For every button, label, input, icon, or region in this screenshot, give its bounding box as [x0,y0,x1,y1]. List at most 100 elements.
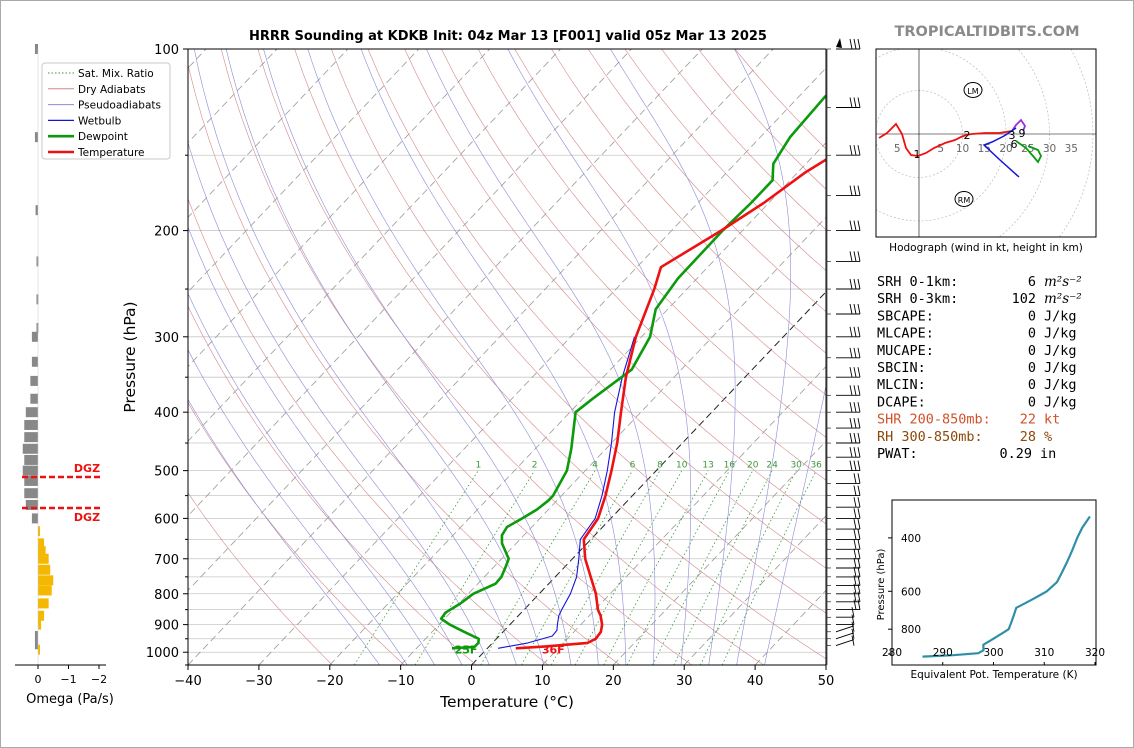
dry-adiabat-line [587,49,826,313]
temperature-profile-line [515,158,826,650]
omega-bar [24,475,38,486]
isotherm-line [329,142,826,665]
pressure-tick-label: 700 [154,553,179,568]
omega-bar [34,44,38,54]
temperature-tick-label: 10 [534,674,551,689]
theta-e-frame [891,499,1097,666]
left-mover-marker [963,82,983,98]
hodograph-ring-label: 15 [978,143,991,155]
legend-label: Sat. Mix. Ratio [78,68,154,80]
legend-label: Pseudoadiabats [78,100,161,112]
wind-barb [836,485,861,497]
theta-e-y-axis-title: Pressure (hPa) [876,549,887,621]
index-label: SBCIN: [877,360,926,376]
theta-e-x-tick-label: 300 [983,647,1003,659]
skewt-plot-area: 1 2 4 6 8 10 13 16 20 24 30 36 [188,49,826,665]
dry-adiabat-line [188,492,333,665]
barb-flag [853,497,857,508]
barb-pennant [836,38,842,48]
hodograph-height-label: 9 [1019,127,1026,140]
dry-adiabat-line [367,49,826,569]
barb-flag [849,38,853,50]
legend-label: Dewpoint [78,131,128,143]
mixing-ratio-label: 16 [724,461,736,471]
index-label: MUCAPE: [877,343,934,359]
index-unit: J/kg [1044,343,1077,359]
hodograph-ring-label: 10 [956,143,969,155]
pseudoadiabat-line [426,49,656,665]
omega-bar [36,256,39,267]
hodograph-height-label: 3 [1009,129,1016,142]
hodograph-trace-3-6km [1011,118,1027,132]
pressure-tick-label: 200 [154,225,179,240]
legend-label: Temperature [77,147,145,159]
hodograph-ring-label: 20 [999,143,1012,155]
index-label: DCAPE: [877,394,926,410]
wind-barb [836,548,861,560]
barb-flag [853,418,857,429]
index-label: SRH 0-3km: [877,291,958,307]
barb-flag [857,473,861,484]
pressure-tick-label: 500 [154,465,179,480]
isotherm-line [188,49,632,517]
barb-flag [849,418,853,429]
barb-flag [853,485,857,496]
wind-barb [836,220,861,232]
barb-flag [857,251,861,262]
pressure-tick-label: 800 [154,588,179,603]
barb-flag [849,460,853,471]
pressure-tick-label: 100 [154,43,179,58]
dry-adiabat-line [441,49,826,481]
index-value: 0 [1028,343,1036,359]
barb-flag [857,529,861,540]
barb-flag [849,402,853,413]
hodograph-height-label: 6 [1011,138,1018,151]
omega-bar [24,454,38,465]
wind-barb [836,251,861,262]
temperature-tick-label: 40 [747,674,764,689]
barb-flag [857,220,861,231]
barb-flag [857,566,861,577]
pressure-tick-label: 300 [154,331,179,346]
left-mover-label: LM [967,87,978,96]
mixing-ratio-line [353,470,479,665]
index-unit: J/kg [1044,308,1077,324]
skewt-frame [187,48,827,666]
isotherm-line [188,49,420,293]
barb-flag [853,548,857,559]
isotherm-line [188,49,349,218]
barb-flag [857,347,861,358]
dry-adiabat-line [404,49,826,525]
temperature-tick-label: −20 [316,674,343,689]
omega-bar [30,393,38,404]
index-value: 0 [1028,377,1036,393]
barb-flag [857,185,861,196]
isotherm-line [188,49,561,442]
barb-flag [857,278,861,290]
barb-flag [851,628,855,639]
hodograph-frame [875,48,1097,238]
surface-temperature-label: 36F [542,643,565,656]
index-unit: J/kg [1044,394,1077,410]
isotherm-line [471,291,826,665]
wind-barb [836,497,861,508]
barb-flag [853,557,857,569]
pseudoadiabat-line [194,49,517,665]
chart-title: HRRR Sounding at KDKB Init: 04z Mar 13 [… [249,29,767,44]
mixing-ratio-label: 13 [702,461,713,471]
dry-adiabat-line [188,63,621,665]
omega-bar [22,465,38,476]
brand-watermark: TROPICALTIDBITS.COM [894,24,1079,40]
pseudoadiabat-line [188,349,408,665]
mixing-ratio-label: 1 [475,461,481,471]
dry-adiabat-line [551,49,826,354]
wetbulb-profile-line [498,336,636,649]
barb-flag [853,473,857,484]
pseudoadiabat-line [225,49,545,665]
omega-bar [38,526,40,537]
omega-bar [24,488,38,499]
mixing-ratio-label: 30 [790,461,802,471]
index-unit: in [1040,446,1056,462]
